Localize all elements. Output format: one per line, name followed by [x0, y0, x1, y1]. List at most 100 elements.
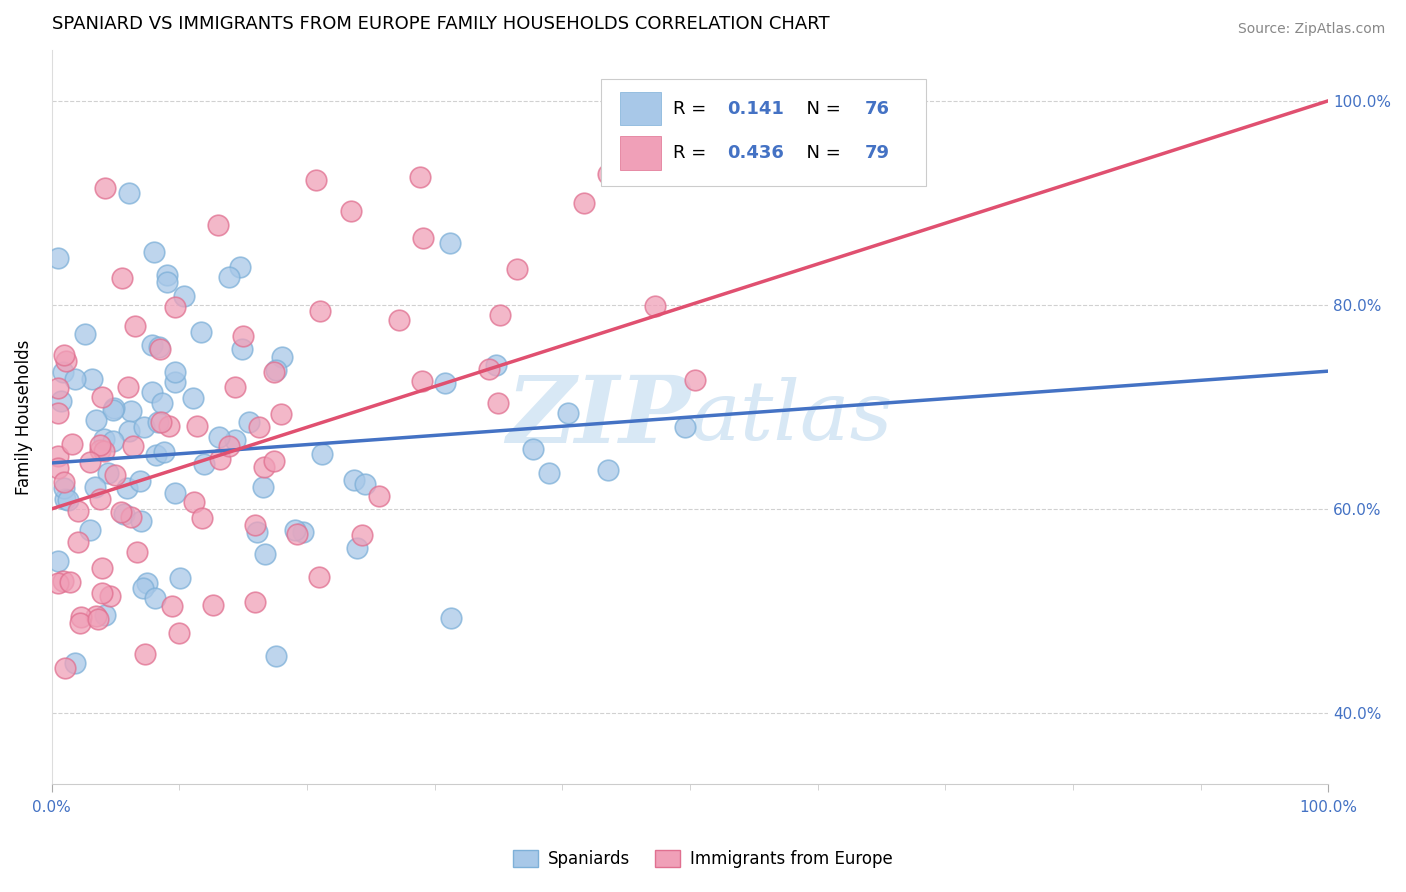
Point — [439, 235, 461, 250]
Point — [790, 153, 813, 168]
Point — [156, 275, 179, 289]
FancyBboxPatch shape — [600, 79, 927, 186]
Point — [112, 507, 135, 521]
Point — [63, 656, 86, 670]
Point — [55, 354, 77, 368]
Point — [86, 612, 108, 626]
Point — [229, 260, 252, 274]
Point — [46, 406, 69, 420]
Point — [673, 419, 696, 434]
Point — [73, 326, 96, 341]
Point — [94, 608, 117, 623]
Point — [489, 308, 512, 322]
Point — [477, 362, 499, 376]
Point — [122, 440, 145, 454]
Point — [149, 342, 172, 356]
Point — [84, 413, 107, 427]
Point — [183, 495, 205, 509]
Text: 0.436: 0.436 — [727, 144, 783, 161]
Point — [191, 511, 214, 525]
Point — [46, 381, 69, 395]
Point — [173, 289, 195, 303]
Point — [245, 518, 267, 533]
Text: 76: 76 — [865, 100, 890, 118]
Point — [190, 326, 212, 340]
Point — [80, 371, 103, 385]
Point — [51, 574, 73, 588]
Point — [193, 457, 215, 471]
Point — [263, 366, 285, 380]
Point — [53, 660, 76, 674]
Point — [165, 300, 187, 314]
Point — [136, 575, 159, 590]
Point — [207, 218, 229, 232]
Point — [167, 625, 190, 640]
Point — [218, 439, 240, 453]
Point — [70, 610, 93, 624]
Point — [232, 328, 254, 343]
Point — [134, 647, 156, 661]
Point — [91, 390, 114, 404]
Point — [343, 473, 366, 487]
Point — [367, 489, 389, 503]
Point — [346, 541, 368, 556]
Point — [186, 419, 208, 434]
Point — [53, 481, 76, 495]
Text: 0.141: 0.141 — [727, 100, 783, 118]
Point — [152, 445, 174, 459]
Point — [129, 515, 152, 529]
Point — [254, 548, 277, 562]
Point — [353, 477, 375, 491]
Point — [253, 460, 276, 475]
Point — [46, 575, 69, 590]
Point — [52, 475, 75, 490]
Point — [485, 358, 508, 372]
Point — [141, 338, 163, 352]
Point — [103, 401, 125, 415]
Point — [52, 365, 75, 379]
Text: R =: R = — [673, 144, 713, 161]
Point — [89, 437, 111, 451]
Point — [557, 406, 579, 420]
Point — [93, 443, 115, 458]
Point — [146, 415, 169, 429]
FancyBboxPatch shape — [620, 92, 661, 126]
Point — [60, 437, 83, 451]
Point — [104, 467, 127, 482]
Point — [224, 433, 246, 447]
Point — [90, 585, 112, 599]
Point — [132, 581, 155, 595]
Point — [56, 492, 79, 507]
Point — [142, 244, 165, 259]
Point — [79, 523, 101, 537]
Point — [644, 299, 666, 313]
Legend: Spaniards, Immigrants from Europe: Spaniards, Immigrants from Europe — [506, 843, 900, 875]
Text: ZIP: ZIP — [506, 372, 690, 462]
Point — [572, 195, 595, 210]
Point — [202, 598, 225, 612]
Point — [311, 446, 333, 460]
Point — [93, 181, 115, 195]
Point — [208, 452, 231, 467]
Point — [118, 186, 141, 200]
FancyBboxPatch shape — [620, 136, 661, 169]
Text: 79: 79 — [865, 144, 890, 161]
Point — [132, 419, 155, 434]
Point — [522, 442, 544, 456]
Point — [340, 204, 363, 219]
Point — [98, 589, 121, 603]
Point — [486, 396, 509, 410]
Point — [224, 380, 246, 394]
Point — [433, 376, 456, 390]
Point — [117, 481, 139, 495]
Point — [439, 611, 461, 625]
Point — [309, 304, 332, 318]
Point — [46, 554, 69, 568]
Point — [59, 574, 82, 589]
Point — [263, 454, 285, 468]
Text: atlas: atlas — [690, 377, 893, 457]
Point — [284, 524, 307, 538]
Point — [67, 534, 90, 549]
Point — [79, 455, 101, 469]
Point — [252, 480, 274, 494]
